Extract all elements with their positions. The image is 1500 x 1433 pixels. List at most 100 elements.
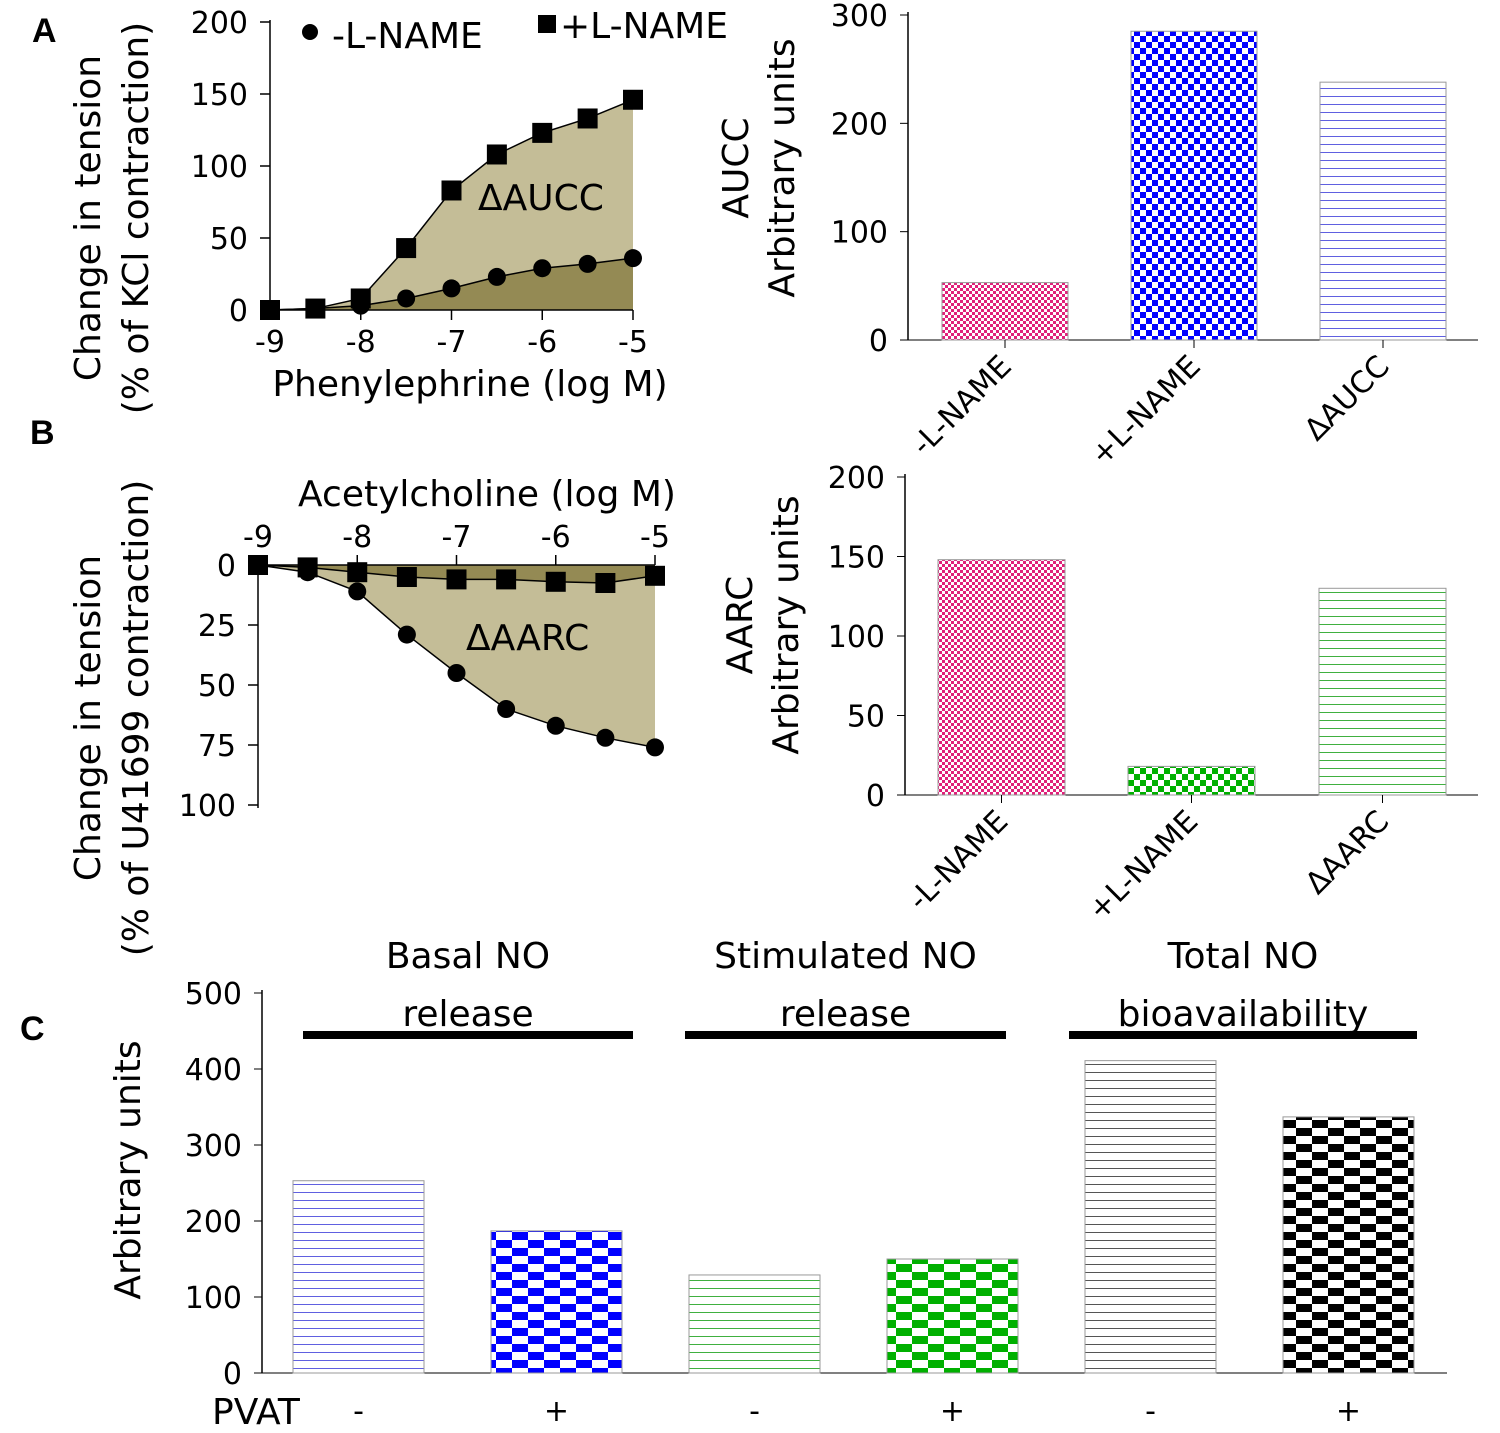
data-point-square bbox=[486, 144, 507, 165]
data-point-square bbox=[496, 569, 517, 590]
bar-1 bbox=[1130, 30, 1258, 341]
data-point-square bbox=[645, 565, 665, 586]
x-tick-label: -9 bbox=[255, 325, 285, 360]
legend-square-marker bbox=[538, 15, 556, 33]
y-tick-label: 0 bbox=[223, 1357, 242, 1392]
y-tick-label: 75 bbox=[198, 729, 236, 764]
y-axis-label: Arbitrary units bbox=[762, 38, 803, 297]
bar-0 bbox=[937, 559, 1066, 796]
data-point-circle bbox=[624, 249, 642, 268]
group-label: Total NO bbox=[1167, 936, 1319, 977]
y-axis-label: (% of U41699 contraction) bbox=[116, 480, 157, 957]
x-axis-label: Acetylcholine (log M) bbox=[298, 474, 676, 515]
x-axis-label-pvat: PVAT bbox=[212, 1392, 301, 1433]
y-tick-label: 200 bbox=[831, 107, 888, 142]
y-tick-label: 300 bbox=[185, 1129, 242, 1164]
y-tick-label: 50 bbox=[847, 700, 885, 735]
x-tick-label: -6 bbox=[527, 325, 557, 360]
y-axis-label: AARC bbox=[720, 576, 761, 675]
x-tick-label: -L-NAME bbox=[902, 804, 1016, 918]
data-point-square bbox=[248, 555, 268, 575]
data-point-circle bbox=[497, 700, 516, 718]
y-tick-label: 0 bbox=[217, 549, 236, 584]
y-tick-label: 100 bbox=[828, 620, 885, 655]
y-tick-label: 150 bbox=[191, 78, 248, 113]
area-annotation: ΔAUCC bbox=[478, 178, 604, 219]
y-tick-label: 50 bbox=[198, 669, 236, 704]
data-point-square bbox=[297, 557, 318, 578]
bar-3 bbox=[886, 1258, 1019, 1374]
data-point-square bbox=[532, 122, 553, 143]
x-tick-label: -5 bbox=[618, 325, 648, 360]
bar-0 bbox=[941, 282, 1069, 341]
data-point-circle bbox=[578, 254, 597, 273]
y-axis-label: Change in tension bbox=[68, 555, 109, 881]
data-point-circle bbox=[442, 279, 461, 298]
data-point-square bbox=[260, 300, 280, 320]
y-tick-label: 300 bbox=[831, 0, 888, 34]
x-tick-label: - bbox=[749, 1394, 760, 1429]
data-point-circle bbox=[646, 738, 664, 757]
y-axis-label: Arbitrary units bbox=[766, 495, 807, 754]
x-tick-label: +L-NAME bbox=[1084, 349, 1208, 473]
y-tick-label: 25 bbox=[198, 609, 236, 644]
y-tick-label: 100 bbox=[191, 150, 248, 185]
data-point-square bbox=[350, 288, 371, 309]
x-tick-label: -5 bbox=[640, 520, 670, 555]
y-tick-label: 100 bbox=[179, 789, 236, 824]
y-tick-label: 100 bbox=[831, 216, 888, 251]
y-axis-label: AUCC bbox=[716, 117, 757, 218]
bar-2 bbox=[1318, 587, 1447, 796]
data-point-square bbox=[577, 108, 598, 129]
data-point-square bbox=[441, 180, 462, 201]
x-tick-label: -8 bbox=[342, 520, 372, 555]
y-tick-label: 50 bbox=[210, 222, 248, 257]
data-point-square bbox=[347, 562, 368, 583]
group-label: release bbox=[402, 994, 533, 1035]
y-tick-label: 100 bbox=[185, 1281, 242, 1316]
bar-2 bbox=[1319, 81, 1447, 341]
bar-5 bbox=[1282, 1116, 1415, 1374]
x-tick-label: +L-NAME bbox=[1081, 804, 1205, 928]
group-label: Basal NO bbox=[386, 936, 550, 977]
x-tick-label: -L-NAME bbox=[905, 349, 1019, 463]
data-point-square bbox=[446, 569, 467, 590]
x-tick-label: - bbox=[353, 1394, 364, 1429]
x-tick-label: -9 bbox=[243, 520, 273, 555]
data-point-circle bbox=[596, 728, 615, 747]
data-point-square bbox=[305, 298, 326, 319]
data-point-circle bbox=[348, 582, 367, 601]
legend-minus-lname: -L-NAME bbox=[332, 16, 483, 57]
bar-1 bbox=[1127, 765, 1256, 796]
data-point-circle bbox=[447, 664, 466, 682]
x-tick-label: - bbox=[1145, 1394, 1156, 1429]
group-label: Stimulated NO bbox=[714, 936, 977, 977]
data-point-circle bbox=[546, 716, 565, 735]
data-point-circle bbox=[397, 625, 416, 644]
x-tick-label: + bbox=[940, 1394, 965, 1429]
bar-1 bbox=[490, 1230, 623, 1374]
area-between-curves bbox=[258, 565, 655, 748]
data-point-square bbox=[396, 238, 417, 259]
y-tick-label: 0 bbox=[229, 294, 248, 329]
data-point-square bbox=[623, 89, 643, 110]
panel-label-c: C bbox=[20, 1010, 45, 1048]
data-point-square bbox=[396, 567, 417, 587]
x-tick-label: -6 bbox=[541, 520, 571, 555]
data-point-circle bbox=[397, 289, 416, 308]
y-axis-label: Arbitrary units bbox=[108, 1040, 149, 1299]
data-point-square bbox=[545, 571, 566, 592]
group-label: release bbox=[780, 994, 911, 1035]
area-between-curves bbox=[270, 99, 633, 310]
group-label: bioavailability bbox=[1118, 994, 1369, 1035]
legend-circle-marker bbox=[302, 24, 318, 40]
y-axis-label: (% of KCl contraction) bbox=[116, 22, 157, 414]
x-tick-label: -7 bbox=[442, 520, 472, 555]
area-annotation: ΔAARC bbox=[466, 618, 589, 659]
data-point-circle bbox=[487, 267, 506, 286]
bar-2 bbox=[688, 1274, 821, 1374]
bar-4 bbox=[1084, 1060, 1217, 1374]
x-tick-label: -7 bbox=[437, 325, 467, 360]
bar-0 bbox=[292, 1180, 425, 1374]
